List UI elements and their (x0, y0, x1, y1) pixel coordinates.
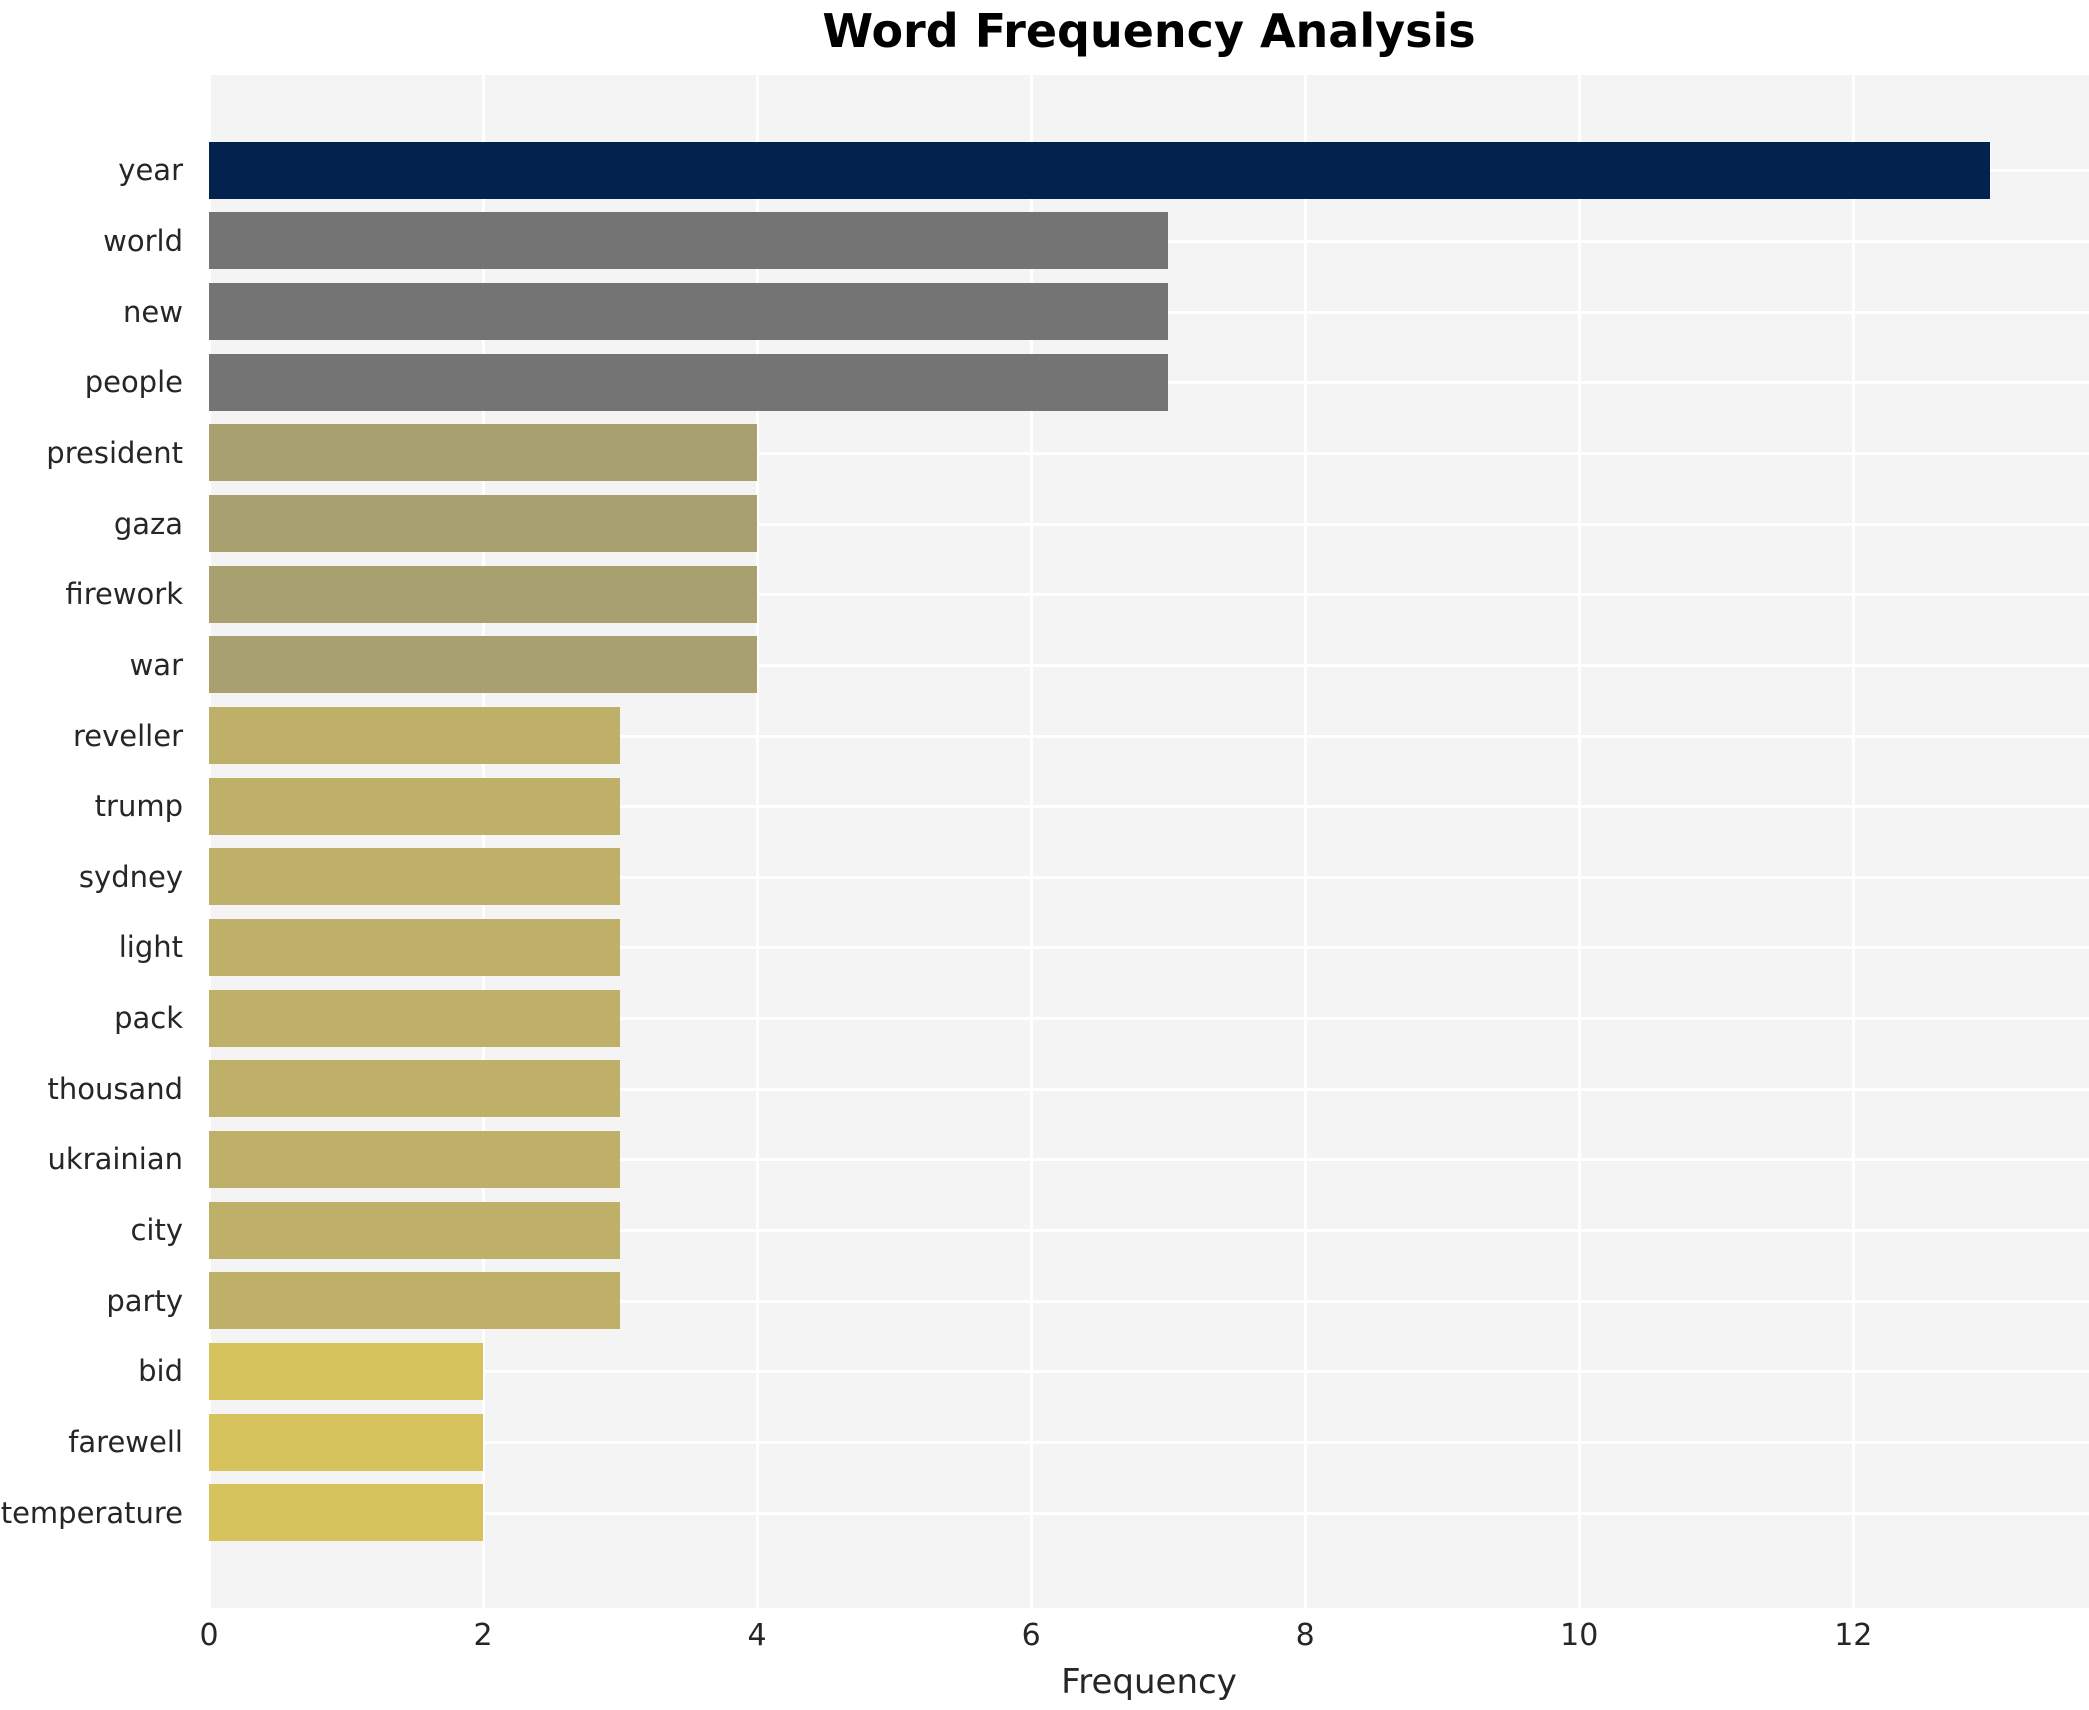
gridline-h (209, 1158, 2089, 1162)
gridline-h (209, 522, 2089, 526)
gridline-h (209, 875, 2089, 879)
x-tick-0: 0 (199, 1618, 219, 1653)
gridline-h (209, 946, 2089, 950)
y-label-light: light (118, 930, 183, 965)
x-tick-10: 10 (1560, 1618, 1599, 1653)
bar-sydney (209, 848, 621, 906)
gridline-h (209, 734, 2089, 738)
x-tick-6: 6 (1021, 1618, 1041, 1653)
y-label-world: world (103, 223, 183, 258)
bar-reveller (209, 707, 621, 765)
gridline-h (209, 1229, 2089, 1233)
bar-thousand (209, 1060, 621, 1118)
bar-farewell (209, 1413, 484, 1471)
x-axis-label: Frequency (1061, 1662, 1237, 1702)
bar-people (209, 353, 1169, 411)
gridline-h (209, 1511, 2089, 1515)
plot-area (209, 75, 2089, 1608)
bar-light (209, 918, 621, 976)
gridline-v (1304, 75, 1308, 1608)
bar-pack (209, 989, 621, 1047)
x-tick-12: 12 (1834, 1618, 1873, 1653)
bar-president (209, 424, 758, 482)
gridline-v (1852, 75, 1856, 1608)
gridline-v (756, 75, 760, 1608)
gridline-h (209, 1370, 2089, 1374)
x-tick-4: 4 (747, 1618, 767, 1653)
gridline-v (1030, 75, 1034, 1608)
y-label-temperature: temperature (0, 1495, 183, 1530)
y-label-farewell: farewell (68, 1425, 183, 1459)
y-label-reveller: reveller (72, 718, 183, 753)
y-label-city: city (130, 1213, 183, 1248)
gridline-h (209, 663, 2089, 667)
gridline-h (209, 805, 2089, 809)
y-label-year: year (118, 153, 183, 188)
gridline-h (209, 1441, 2089, 1445)
y-label-bid: bid (138, 1354, 183, 1389)
bar-war (209, 636, 758, 694)
x-tick-2: 2 (473, 1618, 493, 1653)
y-label-new: new (123, 294, 183, 329)
bar-city (209, 1201, 621, 1259)
gridline-v (482, 75, 486, 1608)
gridline-v (209, 75, 211, 1608)
gridline-h (209, 593, 2089, 597)
bar-party (209, 1272, 621, 1330)
bar-firework (209, 565, 758, 623)
bar-temperature (209, 1484, 484, 1542)
bar-gaza (209, 495, 758, 553)
y-label-president: president (46, 435, 183, 470)
bar-new (209, 283, 1169, 341)
y-label-party: party (106, 1283, 183, 1318)
y-label-people: people (84, 365, 183, 400)
chart-title: Word Frequency Analysis (822, 4, 1476, 58)
gridline-h (209, 1017, 2089, 1021)
y-label-firework: firework (65, 577, 183, 612)
y-label-gaza: gaza (113, 506, 183, 541)
y-label-thousand: thousand (47, 1071, 183, 1106)
bar-ukrainian (209, 1130, 621, 1188)
gridline-v (1578, 75, 1582, 1608)
y-label-trump: trump (94, 789, 183, 824)
gridline-h (209, 1087, 2089, 1091)
bar-trump (209, 777, 621, 835)
y-label-sydney: sydney (78, 859, 183, 894)
bar-bid (209, 1342, 484, 1400)
y-label-ukrainian: ukrainian (47, 1142, 183, 1177)
gridline-h (209, 1299, 2089, 1303)
x-axis-ticks: 0 2 4 6 8 10 12 (0, 1618, 2089, 1658)
gridline-h (209, 451, 2089, 455)
y-axis-labels: year world new people president gaza firework w… (0, 75, 197, 1608)
y-label-pack: pack (114, 1001, 183, 1036)
bar-world (209, 212, 1169, 270)
y-label-war: war (129, 647, 183, 682)
bar-year (209, 141, 1991, 199)
x-tick-8: 8 (1295, 1618, 1315, 1653)
